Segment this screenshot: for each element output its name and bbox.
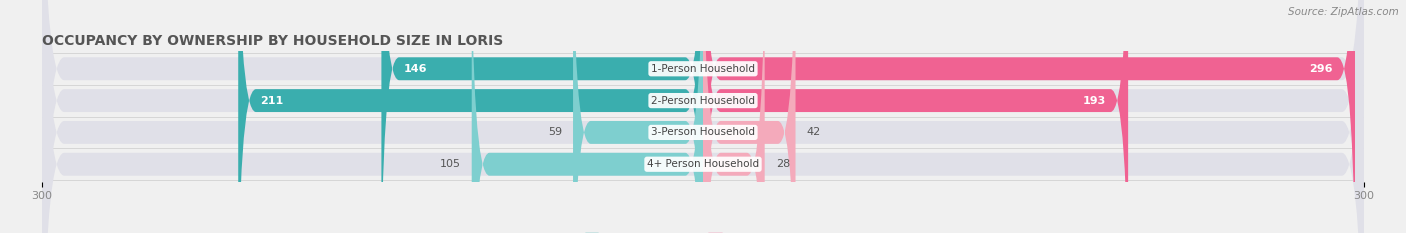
Text: 4+ Person Household: 4+ Person Household [647, 159, 759, 169]
Text: 3-Person Household: 3-Person Household [651, 127, 755, 137]
FancyBboxPatch shape [703, 0, 1355, 233]
FancyBboxPatch shape [381, 0, 703, 233]
Text: Source: ZipAtlas.com: Source: ZipAtlas.com [1288, 7, 1399, 17]
FancyBboxPatch shape [703, 0, 796, 233]
FancyBboxPatch shape [42, 0, 1364, 233]
Text: 105: 105 [440, 159, 461, 169]
Text: 146: 146 [404, 64, 427, 74]
FancyBboxPatch shape [703, 0, 765, 233]
Text: 193: 193 [1083, 96, 1107, 106]
Text: 59: 59 [548, 127, 562, 137]
Text: 1-Person Household: 1-Person Household [651, 64, 755, 74]
Text: 2-Person Household: 2-Person Household [651, 96, 755, 106]
FancyBboxPatch shape [42, 0, 1364, 233]
Text: 211: 211 [260, 96, 284, 106]
FancyBboxPatch shape [238, 0, 703, 233]
FancyBboxPatch shape [574, 0, 703, 233]
FancyBboxPatch shape [471, 0, 703, 233]
Text: 42: 42 [807, 127, 821, 137]
FancyBboxPatch shape [42, 0, 1364, 233]
Text: 296: 296 [1309, 64, 1333, 74]
Text: 28: 28 [776, 159, 790, 169]
Text: OCCUPANCY BY OWNERSHIP BY HOUSEHOLD SIZE IN LORIS: OCCUPANCY BY OWNERSHIP BY HOUSEHOLD SIZE… [42, 34, 503, 48]
Legend: Owner-occupied, Renter-occupied: Owner-occupied, Renter-occupied [581, 229, 825, 233]
FancyBboxPatch shape [42, 0, 1364, 233]
FancyBboxPatch shape [703, 0, 1128, 233]
